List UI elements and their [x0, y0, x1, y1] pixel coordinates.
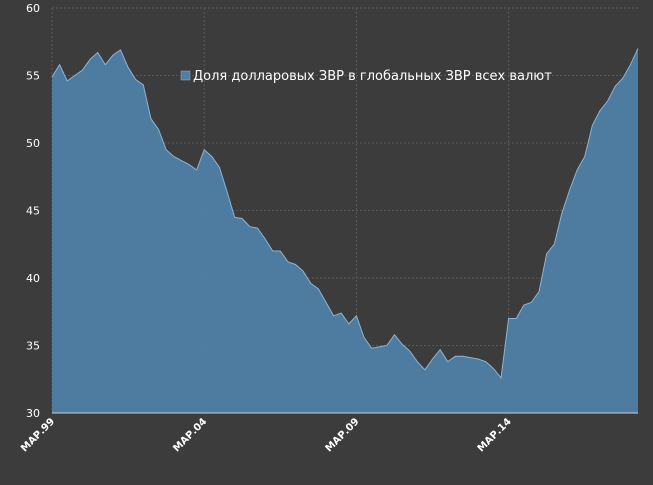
- x-tick-label: МАР.04: [171, 416, 209, 454]
- y-tick-label: 60: [26, 2, 40, 15]
- y-tick-label: 45: [26, 205, 40, 218]
- x-tick-label: МАР.09: [324, 416, 362, 454]
- legend: Доля долларовых ЗВР в глобальных ЗВР все…: [180, 69, 552, 84]
- series-area: [52, 48, 638, 413]
- legend-swatch: [180, 70, 191, 81]
- x-tick-label: МАР.14: [476, 416, 514, 454]
- y-tick-label: 40: [26, 272, 40, 285]
- series-line: [51, 48, 639, 380]
- y-tick-label: 50: [26, 137, 40, 150]
- x-tick-label: МАР.99: [19, 416, 57, 454]
- y-axis: 30 35 40 45 50 55 60: [26, 2, 40, 420]
- x-axis: МАР.99 МАР.04 МАР.09 МАР.14: [19, 416, 514, 454]
- y-tick-label: 35: [26, 340, 40, 353]
- y-tick-label: 55: [26, 70, 40, 83]
- legend-label: Доля долларовых ЗВР в глобальных ЗВР все…: [193, 69, 552, 84]
- y-tick-label: 30: [26, 407, 40, 420]
